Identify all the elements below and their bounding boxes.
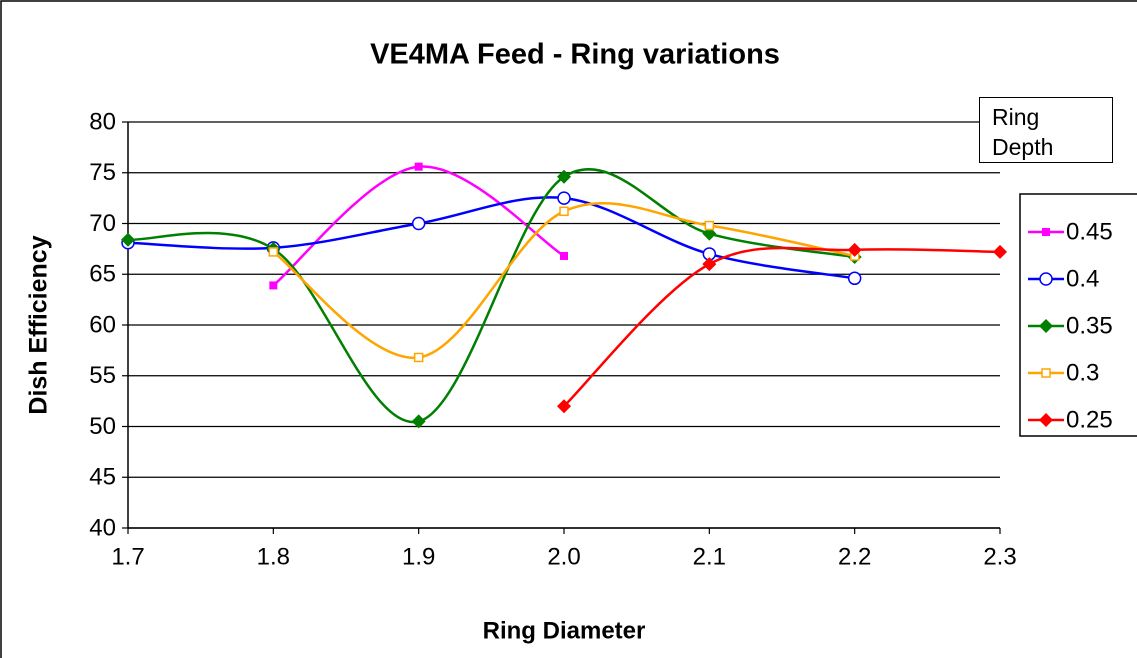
chart-title: VE4MA Feed - Ring variations <box>370 39 780 71</box>
marker <box>847 271 862 286</box>
legend-label: 0.3 <box>1066 359 1099 386</box>
x-tick-label: 2.0 <box>547 543 580 570</box>
series-line <box>272 202 855 359</box>
y-tick-label: 60 <box>89 311 116 338</box>
marker <box>121 232 135 247</box>
legend-box <box>1019 193 1137 437</box>
series-line <box>127 196 855 280</box>
marker <box>1039 272 1053 286</box>
y-tick-label: 70 <box>89 210 116 237</box>
marker <box>1039 319 1053 333</box>
marker <box>1041 368 1051 378</box>
marker <box>1042 228 1050 236</box>
marker <box>414 162 423 171</box>
legend-label: 0.25 <box>1066 406 1113 433</box>
x-axis-title: Ring Diameter <box>483 617 646 644</box>
x-tick-label: 1.9 <box>402 543 435 570</box>
y-axis-title: Dish Efficiency <box>25 235 53 414</box>
marker <box>704 220 715 231</box>
x-tick-label: 2.3 <box>983 543 1016 570</box>
marker <box>993 244 1007 259</box>
y-tick-label: 55 <box>89 362 116 389</box>
marker <box>557 191 571 205</box>
marker <box>702 257 717 272</box>
marker <box>557 399 571 414</box>
marker <box>560 251 568 260</box>
marker <box>557 169 571 184</box>
x-tick-label: 1.8 <box>257 543 290 570</box>
marker <box>411 216 426 231</box>
y-tick-label: 45 <box>89 464 116 491</box>
y-tick-label: 80 <box>89 108 116 135</box>
y-tick-label: 50 <box>89 413 116 440</box>
legend-label: 0.35 <box>1066 312 1113 339</box>
y-tick-label: 40 <box>89 514 116 541</box>
y-tick-label: 65 <box>89 261 116 288</box>
marker <box>847 242 862 257</box>
legend-label: 0.45 <box>1066 218 1113 245</box>
series-line <box>563 246 1001 408</box>
x-tick-label: 2.2 <box>838 543 871 570</box>
legend-title: Ring Depth <box>979 97 1113 163</box>
marker <box>559 206 569 217</box>
marker <box>413 352 424 363</box>
marker <box>268 247 279 257</box>
marker <box>269 281 278 290</box>
y-tick-label: 75 <box>89 159 116 186</box>
legend-label: 0.4 <box>1066 265 1099 292</box>
x-tick-label: 1.7 <box>111 543 144 570</box>
marker <box>411 414 426 429</box>
x-tick-label: 2.1 <box>693 543 726 570</box>
marker <box>1039 413 1053 427</box>
